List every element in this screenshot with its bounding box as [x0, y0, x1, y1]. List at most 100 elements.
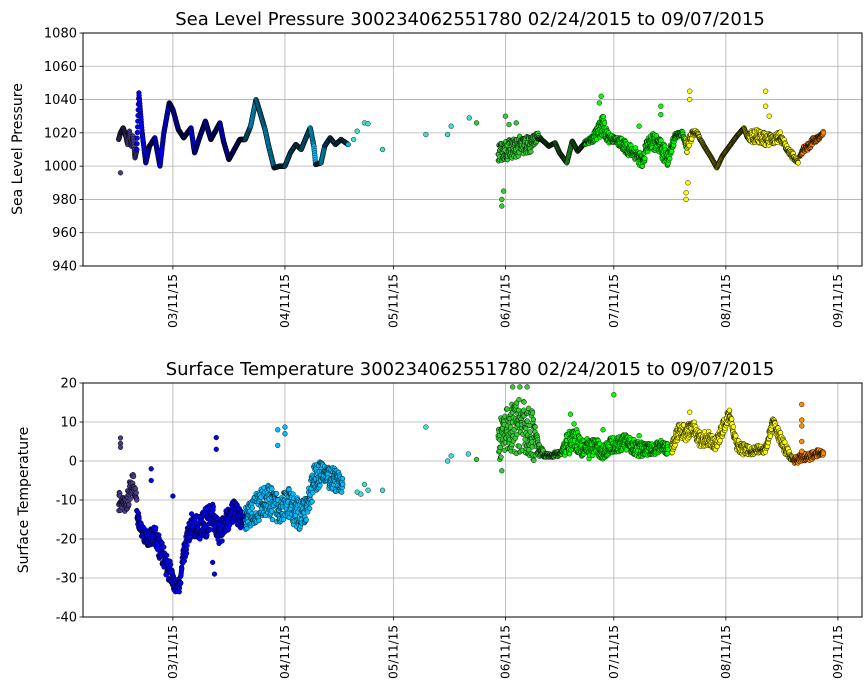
data-point	[527, 429, 533, 435]
x-tick-label: 05/11/15	[386, 625, 400, 679]
data-point	[178, 580, 184, 586]
data-point	[730, 424, 737, 430]
data-point	[524, 384, 530, 390]
data-point	[256, 517, 262, 524]
data-point	[499, 203, 505, 209]
data-point	[117, 444, 124, 450]
data-point	[517, 384, 523, 390]
data-point	[213, 434, 219, 441]
data-point	[126, 501, 132, 508]
x-tick-label: 03/11/15	[166, 274, 180, 328]
y-tick-label: 940	[52, 260, 77, 275]
x-tick-label: 06/11/15	[498, 274, 512, 328]
data-point	[379, 487, 386, 493]
data-point	[506, 121, 512, 128]
data-point	[365, 121, 371, 127]
x-tick-label: 06/11/15	[498, 625, 512, 679]
data-point	[365, 487, 371, 493]
data-point	[500, 188, 507, 194]
y-tick-label: -30	[56, 572, 77, 587]
x-tick-label: 07/11/15	[607, 274, 621, 328]
data-point	[170, 493, 176, 499]
data-point	[600, 427, 606, 433]
data-point	[354, 128, 360, 134]
data-point	[130, 473, 137, 480]
data-point	[499, 196, 505, 203]
data-point	[448, 453, 454, 459]
y-tick-label: -40	[56, 611, 77, 626]
temperature-chart-title: Surface Temperature 300234062551780 02/2…	[166, 359, 775, 380]
data-point	[211, 571, 218, 577]
data-point	[153, 525, 159, 531]
data-point	[529, 410, 536, 416]
data-point	[148, 466, 154, 472]
data-point	[275, 427, 281, 433]
data-point	[269, 486, 275, 492]
data-point	[521, 399, 527, 405]
data-point	[282, 424, 288, 430]
series-markers	[683, 88, 801, 203]
data-point	[611, 392, 617, 398]
data-point	[282, 431, 288, 437]
data-point	[117, 435, 124, 441]
data-point	[596, 100, 602, 106]
data-point	[658, 103, 664, 109]
data-point	[658, 111, 664, 118]
data-point	[795, 160, 801, 166]
x-tick-label: 09/11/15	[831, 274, 845, 328]
data-point	[820, 130, 827, 136]
data-point	[762, 103, 769, 109]
data-point	[448, 123, 454, 129]
temperature-chart: Surface Temperature 300234062551780 02/2…	[16, 359, 863, 679]
data-point	[444, 458, 451, 464]
data-point	[133, 490, 139, 496]
data-point	[530, 416, 537, 423]
data-point	[134, 497, 140, 503]
data-point	[184, 542, 190, 549]
series-markers	[797, 128, 827, 159]
data-point	[567, 411, 574, 417]
data-point	[777, 129, 783, 135]
data-point	[636, 123, 642, 129]
x-tick-label: 09/11/15	[831, 625, 845, 679]
series-markers	[582, 93, 689, 170]
series-markers	[242, 424, 346, 532]
data-point	[269, 516, 276, 523]
data-point	[268, 508, 275, 514]
data-point	[523, 426, 529, 432]
data-point	[766, 113, 772, 119]
data-point	[473, 120, 480, 126]
data-point	[513, 120, 519, 126]
x-tick-label: 08/11/15	[719, 625, 733, 679]
data-point	[531, 457, 537, 464]
data-point	[658, 137, 664, 144]
data-point	[444, 131, 451, 138]
data-point	[502, 113, 509, 119]
temperature-y-axis-label: Surface Temperature	[16, 427, 32, 573]
data-point	[249, 505, 255, 511]
pressure-y-axis-label: Sea Level Pressure	[10, 83, 26, 215]
y-tick-label: 1080	[44, 27, 77, 42]
data-point	[664, 450, 670, 457]
y-tick-label: -10	[56, 494, 77, 509]
data-point	[210, 504, 216, 510]
data-point	[148, 477, 154, 484]
data-point	[667, 155, 673, 162]
data-point	[339, 475, 346, 482]
data-point	[423, 131, 429, 138]
data-point	[317, 482, 323, 489]
data-point	[213, 446, 219, 452]
data-point	[134, 141, 140, 147]
data-point	[498, 454, 504, 460]
data-point	[117, 170, 124, 176]
series-markers	[116, 125, 140, 176]
data-point	[340, 481, 346, 488]
data-point	[164, 552, 170, 558]
series-markers	[116, 435, 140, 514]
data-point	[339, 489, 345, 495]
data-point	[516, 443, 523, 449]
y-tick-label: 20	[60, 377, 77, 392]
y-tick-label: 1020	[44, 126, 77, 141]
